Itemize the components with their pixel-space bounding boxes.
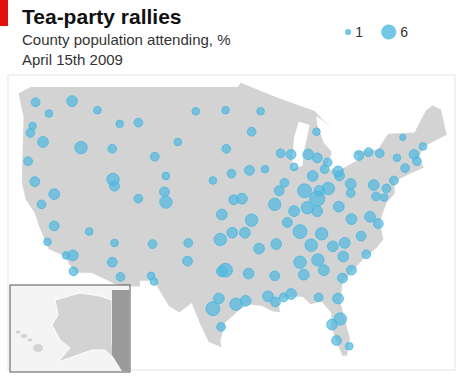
- svg-text:April 15th 2009: April 15th 2009: [22, 51, 123, 68]
- svg-text:County population attending, %: County population attending, %: [22, 31, 230, 48]
- svg-text:1: 1: [355, 24, 363, 40]
- svg-text:6: 6: [400, 24, 408, 40]
- svg-text:Tea-party rallies: Tea-party rallies: [22, 5, 182, 28]
